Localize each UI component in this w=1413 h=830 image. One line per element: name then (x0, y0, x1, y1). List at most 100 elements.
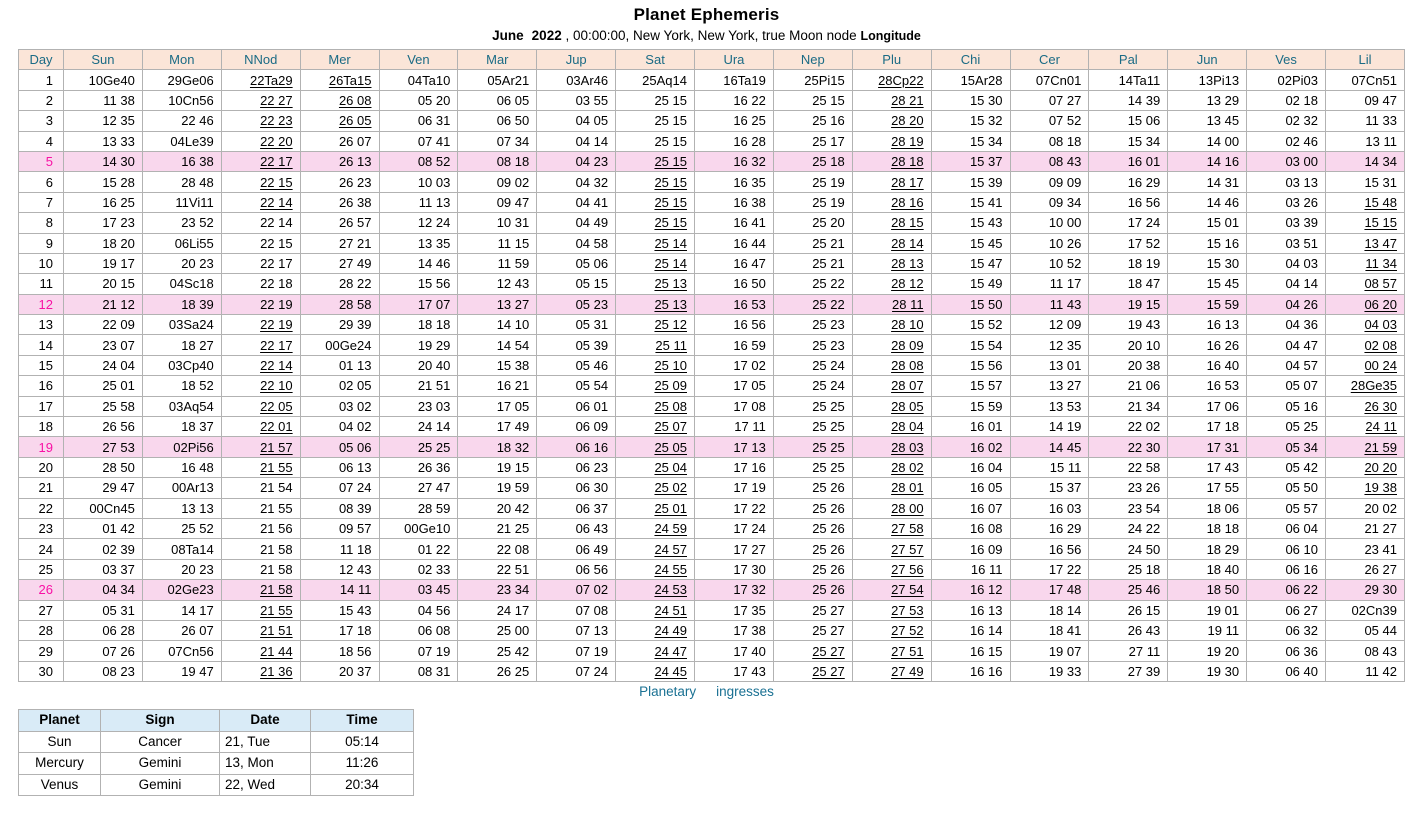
column-header-ven: Ven (378, 48, 459, 71)
ephemeris-cell: 16 03 (1009, 497, 1090, 519)
day-cell: 6 (18, 171, 64, 193)
ephemeris-cell: 17 38 (694, 619, 774, 642)
ephemeris-cell: 01 13 (299, 354, 380, 377)
ephemeris-cell: 05 25 (1246, 416, 1326, 438)
ephemeris-cell: 22 19 (220, 314, 301, 336)
ephemeris-cell: 23 34 (457, 579, 538, 601)
column-header-ura: Ura (694, 48, 774, 71)
ephemeris-cell: 10 03 (378, 171, 459, 193)
ephemeris-cell: 04 41 (536, 191, 617, 214)
day-cell: 13 (18, 314, 64, 336)
ephemeris-cell: 25 08 (615, 395, 695, 418)
ephemeris-cell: 15 48 (1325, 191, 1405, 214)
ephemeris-cell: 10 31 (457, 212, 538, 234)
ephemeris-cell: 15 31 (1325, 171, 1405, 193)
ephemeris-cell: 08 52 (378, 150, 459, 173)
ephemeris-cell: 20 40 (378, 354, 459, 377)
ephemeris-cell: 18 50 (1167, 579, 1248, 601)
ephemeris-cell: 28 14 (851, 232, 932, 254)
ephemeris-cell: 18 06 (1167, 497, 1248, 519)
column-header-nep: Nep (772, 48, 853, 71)
ephemeris-cell: 18 18 (1167, 517, 1248, 540)
ephemeris-cell: 08 43 (1325, 640, 1405, 662)
ephemeris-cell: 27 11 (1088, 640, 1169, 662)
ephemeris-cell: 06Li55 (141, 232, 222, 254)
ephemeris-cell: 19 15 (457, 456, 538, 479)
ephemeris-cell: 03 13 (1246, 171, 1326, 193)
ephemeris-cell: 25 01 (63, 375, 143, 397)
ephemeris-cell: 28 15 (851, 212, 932, 234)
report-subtitle: June 2022 , 00:00:00, New York, New York,… (0, 28, 1413, 43)
ephemeris-cell: 17 13 (694, 436, 774, 458)
ephemeris-cell: 20 20 (1325, 456, 1405, 479)
ephemeris-cell: 28 17 (851, 171, 932, 193)
ephemeris-cell: 29 30 (1325, 579, 1405, 601)
ephemeris-cell: 25 17 (772, 130, 853, 152)
ephemeris-cell: 16 04 (930, 456, 1011, 479)
ephemeris-cell: 26 07 (141, 619, 222, 642)
ephemeris-cell: 28 21 (851, 89, 932, 112)
ephemeris-cell: 16 26 (1167, 334, 1248, 356)
table-row-day-19: 19 27 53 02Pi56 21 57 05 06 25 25 18 32 06 16 25… (18, 436, 1405, 458)
ephemeris-cell: 25 26 (772, 477, 853, 499)
ephemeris-cell: 25 27 (772, 660, 853, 683)
ephemeris-cell: 18 56 (299, 640, 380, 662)
ephemeris-cell: 09 47 (457, 191, 538, 214)
day-cell: 5 (18, 150, 64, 173)
ephemeris-cell: 08 39 (299, 497, 380, 519)
ephemeris-cell: 05 42 (1246, 456, 1326, 479)
column-header-nnod: NNod (220, 48, 301, 71)
ephemeris-cell: 25 01 (615, 497, 695, 519)
ephemeris-cell: 15 28 (63, 171, 143, 193)
ephemeris-cell: 27 51 (851, 640, 932, 662)
ephemeris-cell: 11 38 (63, 89, 143, 112)
ephemeris-cell: 03 55 (536, 89, 617, 112)
planetary-ingresses-caption[interactable]: Planetary ingresses (0, 684, 1413, 699)
day-cell: 19 (18, 436, 64, 458)
ephemeris-cell: 15 59 (930, 395, 1011, 418)
ephemeris-cell: 22 14 (220, 191, 301, 214)
table-row-day-17: 17 25 58 03Aq54 22 05 03 02 23 03 17 05 06 01 25… (18, 395, 1405, 418)
ephemeris-cell: 25Aq14 (615, 69, 695, 91)
ephemeris-cell: 04 14 (536, 130, 617, 152)
ephemeris-cell: 24 49 (615, 619, 695, 642)
ephemeris-cell: 07 19 (378, 640, 459, 662)
ephemeris-cell: 25 10 (615, 354, 695, 377)
table-row-day-6: 6 15 28 28 48 22 15 26 23 10 03 09 02 04 32 25 1… (18, 171, 1405, 193)
ephemeris-cell: 20 10 (1088, 334, 1169, 356)
table-row-day-12: 12 21 12 18 39 22 19 28 58 17 07 13 27 05 23 25 … (18, 293, 1405, 316)
ephemeris-cell: 04 58 (536, 232, 617, 254)
ephemeris-cell: 04 03 (1246, 252, 1326, 275)
table-row-day-9: 9 18 20 06Li55 22 15 27 21 13 35 11 15 04 58 25 … (18, 232, 1405, 254)
ephemeris-cell: 24 55 (615, 558, 695, 581)
day-cell: 24 (18, 538, 64, 560)
ephemeris-cell: 06 56 (536, 558, 617, 581)
day-cell: 29 (18, 640, 64, 662)
ephemeris-cell: 05 15 (536, 273, 617, 295)
ephemeris-cell: 28 10 (851, 314, 932, 336)
day-cell: 8 (18, 212, 64, 234)
ephemeris-cell: 27 53 (63, 436, 143, 458)
ephemeris-cell: 04 26 (1246, 293, 1326, 316)
ephemeris-cell: 16Ta19 (694, 69, 774, 91)
ephemeris-cell: 26 30 (1325, 395, 1405, 418)
ephemeris-cell: 15 37 (1009, 477, 1090, 499)
ephemeris-cell: 26 43 (1088, 619, 1169, 642)
ephemeris-cell: 16 29 (1009, 517, 1090, 540)
ingresses-column-header-time: Time (310, 709, 414, 732)
ephemeris-cell: 06 16 (1246, 558, 1326, 581)
ephemeris-cell: 19 01 (1167, 599, 1248, 621)
ephemeris-cell: 14 30 (63, 150, 143, 173)
ephemeris-cell: 16 38 (694, 191, 774, 214)
ephemeris-cell: 25 27 (772, 619, 853, 642)
ephemeris-cell: 27 49 (299, 252, 380, 275)
ephemeris-cell: 16 56 (1009, 538, 1090, 560)
column-header-jup: Jup (536, 48, 617, 71)
day-cell: 16 (18, 375, 64, 397)
ephemeris-cell: 25 25 (772, 436, 853, 458)
ephemeris-cell: 25 14 (615, 232, 695, 254)
ephemeris-cell: 04 02 (299, 416, 380, 438)
ephemeris-cell: 17 30 (694, 558, 774, 581)
ephemeris-cell: 12 43 (299, 558, 380, 581)
day-cell: 9 (18, 232, 64, 254)
